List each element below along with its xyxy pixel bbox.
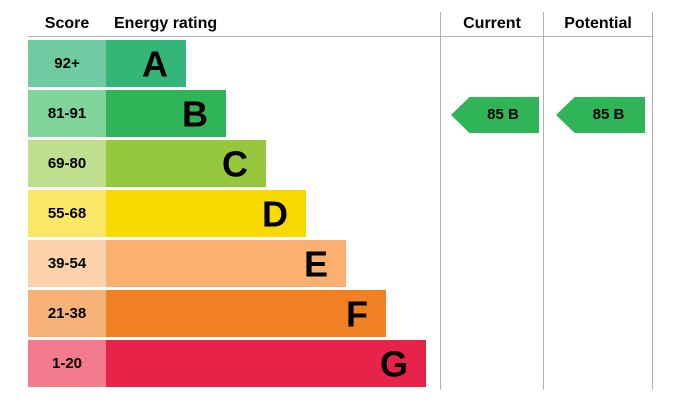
band-letter: D <box>262 193 288 235</box>
band-score-range: 92+ <box>28 40 106 87</box>
header-potential: Potential <box>564 15 632 32</box>
band-letter: G <box>379 343 408 385</box>
band-letter: F <box>346 293 368 335</box>
band-bar: A <box>106 40 186 87</box>
band-letter: A <box>142 43 168 85</box>
band-bar: B <box>106 90 226 137</box>
column-divider-current-potential <box>543 12 544 390</box>
band-row-f: 21-38 F <box>28 290 648 337</box>
header-current: Current <box>463 15 521 32</box>
band-letter: E <box>303 243 328 285</box>
band-letter: C <box>222 143 248 185</box>
band-bar: D <box>106 190 306 237</box>
band-row-c: 69-80 C <box>28 140 648 187</box>
header-score: Score <box>44 15 90 32</box>
band-row-e: 39-54 E <box>28 240 648 287</box>
band-score-range: 1-20 <box>28 340 106 387</box>
band-score-range: 21-38 <box>28 290 106 337</box>
column-divider-right <box>652 12 653 390</box>
band-bar: C <box>106 140 266 187</box>
header-underline <box>28 36 652 37</box>
band-score-range: 55-68 <box>28 190 106 237</box>
header-energy-rating: Energy rating <box>114 15 218 32</box>
band-score-range: 69-80 <box>28 140 106 187</box>
current-rating-arrow: 85 B <box>451 97 539 133</box>
potential-rating-arrow: 85 B <box>556 97 645 133</box>
band-bar: E <box>106 240 346 287</box>
band-score-range: 81-91 <box>28 90 106 137</box>
band-bar: F <box>106 290 386 337</box>
band-row-d: 55-68 D <box>28 190 648 237</box>
band-letter: B <box>182 93 208 135</box>
column-divider-current-left <box>440 12 441 390</box>
band-score-range: 39-54 <box>28 240 106 287</box>
band-row-b: 81-91 B <box>28 90 648 137</box>
band-row-g: 1-20 G <box>28 340 648 387</box>
band-bar: G <box>106 340 426 387</box>
band-row-a: 92+ A <box>28 40 648 87</box>
